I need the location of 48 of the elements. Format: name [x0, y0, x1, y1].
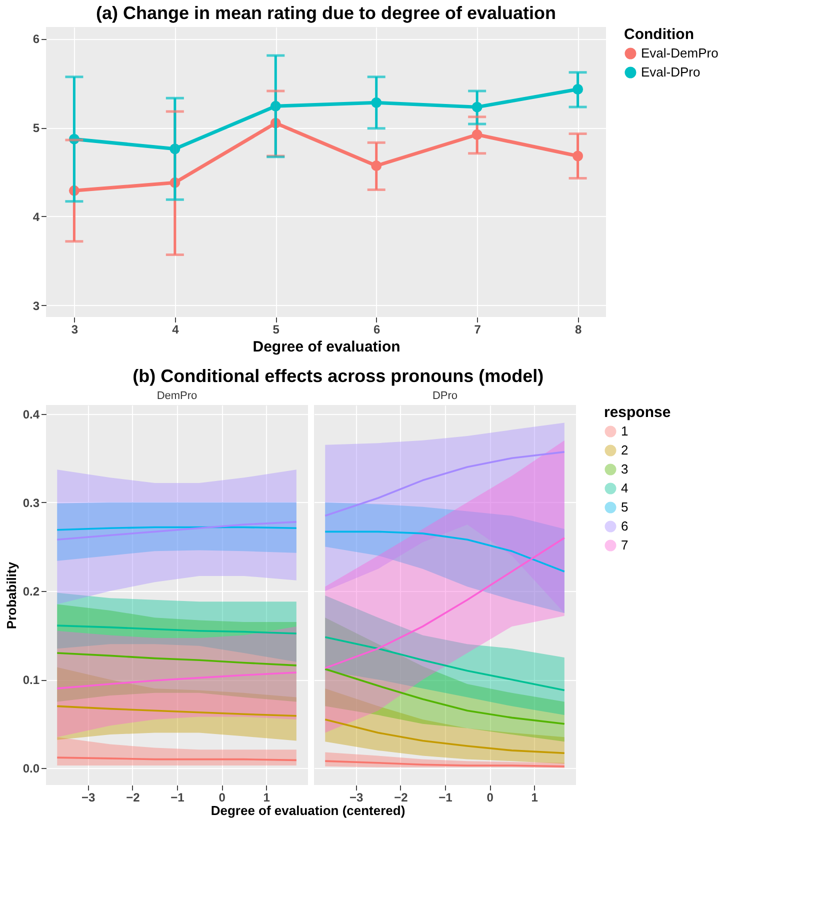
x-tick-label: −1	[170, 790, 185, 804]
y-tick-label: 4	[32, 210, 40, 224]
x-tick-label: 5	[272, 322, 280, 336]
x-tick-label: −1	[438, 790, 453, 804]
legend-label: 2	[621, 442, 628, 458]
x-tick-label: 6	[374, 322, 381, 336]
line-series	[56, 521, 298, 541]
legend-label: 3	[621, 462, 628, 476]
x-tick-label: −2	[126, 790, 140, 804]
legend-label: 7	[621, 538, 628, 552]
legend-label: Eval-DemPro	[641, 46, 718, 60]
y-tick-label: 0.3	[22, 496, 40, 510]
y-tick-label: 3	[32, 298, 40, 313]
x-tick-label: 8	[574, 322, 582, 336]
chart-subtitle: DemPro	[156, 390, 198, 402]
x-tick-label: −3	[350, 790, 364, 804]
x-tick-label: 3	[71, 322, 78, 336]
x-tick-label: 1	[263, 790, 270, 804]
line-series	[56, 672, 298, 690]
legend-label: 4	[621, 480, 628, 496]
x-tick-label: 7	[474, 322, 482, 336]
x-tick-label: 4	[172, 322, 180, 336]
x-axis-title: Degree of evaluation	[252, 338, 400, 356]
legend-label: 1	[621, 424, 628, 438]
y-tick-label: 0.1	[22, 673, 40, 688]
y-tick-label: 0.0	[22, 762, 40, 776]
y-tick-label: 6	[32, 32, 40, 46]
legend-title: response	[604, 404, 671, 421]
x-tick-label: −2	[394, 790, 408, 804]
line-series	[56, 624, 298, 634]
line-series	[56, 705, 298, 717]
x-tick-label: 0	[486, 790, 494, 804]
x-tick-label: 0	[218, 790, 226, 804]
x-axis-title: Degree of evaluation (centered)	[210, 803, 406, 818]
y-tick-label: 0.2	[22, 584, 40, 599]
chart-title: (b) Conditional effects across pronouns (model)	[132, 366, 544, 386]
line-series	[56, 652, 298, 666]
y-tick-label: 5	[32, 121, 40, 136]
chart-title: (a) Change in mean rating due to degree of evaluation	[96, 3, 556, 23]
legend-label: 5	[621, 500, 628, 514]
legend-title: Condition	[624, 26, 694, 43]
x-tick-label: 1	[531, 790, 538, 804]
chart-subtitle: DPro	[432, 390, 458, 402]
legend-label: 6	[621, 518, 628, 534]
y-tick-label: 0.4	[22, 407, 40, 422]
x-tick-label: −3	[82, 790, 96, 804]
y-axis-title: Probability	[4, 561, 19, 630]
legend-label: Eval-DPro	[641, 64, 700, 80]
